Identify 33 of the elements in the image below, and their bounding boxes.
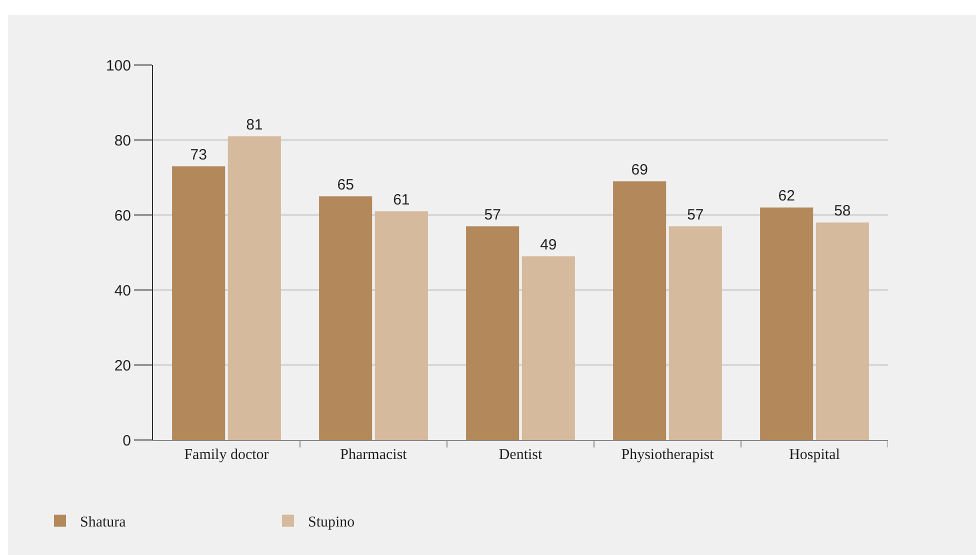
data-label: 81 — [246, 116, 263, 134]
legend-label: Stupino — [308, 514, 355, 531]
data-label: 73 — [190, 146, 207, 164]
y-tick-label: 60 — [114, 207, 131, 224]
bar — [374, 211, 428, 440]
data-label: 58 — [834, 202, 851, 220]
bar — [172, 166, 226, 440]
data-label: 57 — [687, 206, 704, 224]
data-label: 57 — [484, 206, 501, 224]
y-tick-label: 20 — [114, 357, 131, 374]
y-tick-label: 80 — [114, 132, 131, 150]
x-tick-label: Pharmacist — [340, 447, 408, 463]
data-label: 69 — [631, 161, 648, 178]
bar — [466, 226, 520, 440]
data-label: 61 — [393, 191, 410, 208]
x-tick-label: Family doctor — [184, 447, 269, 463]
bar — [668, 226, 722, 440]
data-label: 65 — [337, 176, 354, 194]
bar — [522, 256, 575, 440]
bar — [613, 181, 666, 440]
y-tick-label: 0 — [122, 432, 131, 450]
x-tick-label: Physiotherapist — [621, 447, 715, 463]
y-tick-label: 40 — [114, 282, 131, 300]
x-tick-label: Dentist — [498, 447, 543, 463]
data-label: 62 — [778, 188, 795, 204]
x-tick-label: Hospital — [789, 447, 840, 463]
bar — [760, 208, 814, 440]
bar — [228, 136, 281, 440]
legend-label: Shatura — [80, 514, 126, 531]
bar — [816, 222, 869, 440]
data-label: 49 — [540, 236, 557, 254]
bar — [319, 196, 372, 440]
y-tick-label: 100 — [106, 57, 131, 74]
